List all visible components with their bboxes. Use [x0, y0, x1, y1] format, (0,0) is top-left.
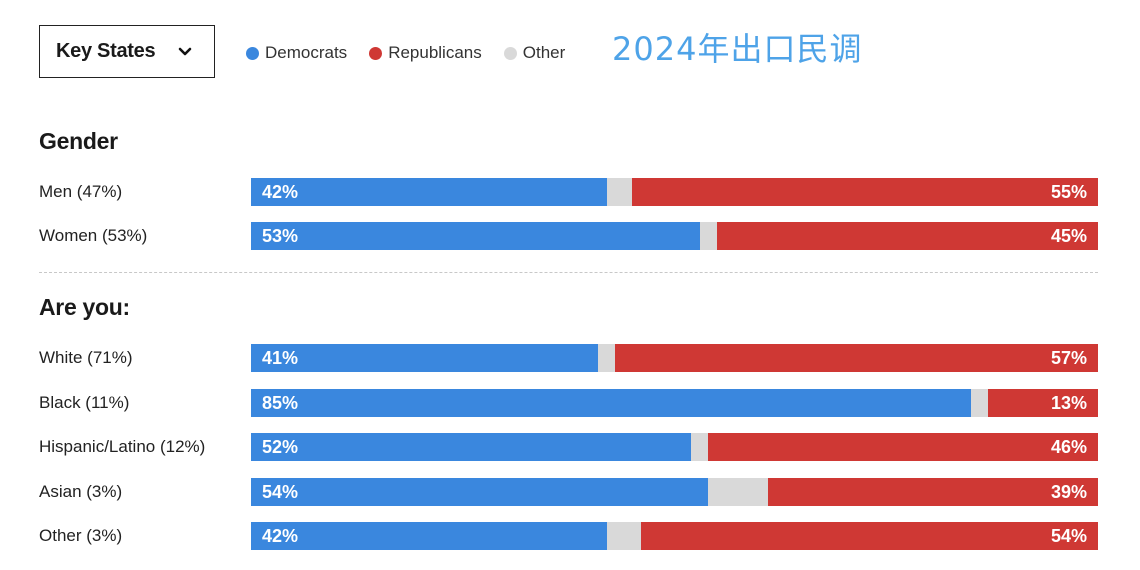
legend-label: Other [522, 43, 566, 62]
democrats-value-label: 42% [262, 182, 299, 202]
republicans-value-label: 45% [1050, 226, 1087, 246]
bar-segment-democrats: 52% [251, 433, 692, 461]
bar-segment-democrats: 85% [251, 389, 971, 417]
bar-segment-other [691, 433, 709, 461]
stacked-bar: 52% 46% [251, 433, 1098, 461]
stacked-bar: 41% 57% [251, 344, 1098, 372]
republicans-value-label: 39% [1050, 482, 1087, 502]
republicans-value-label: 57% [1050, 348, 1087, 368]
chevron-down-icon [178, 47, 192, 55]
bar-segment-other [699, 222, 717, 250]
bar-segment-democrats: 53% [251, 222, 700, 250]
bar-segment-republicans: 45% [716, 222, 1098, 250]
bar-segment-republicans: 13% [987, 389, 1098, 417]
state-selector-dropdown[interactable]: Key States [39, 25, 215, 78]
row-label: Women (53%) [39, 226, 148, 245]
section-divider [39, 272, 1098, 273]
stacked-bar: 42% 54% [251, 522, 1098, 550]
bar-segment-democrats: 54% [251, 478, 709, 506]
bar-segment-democrats: 41% [251, 344, 599, 372]
republicans-value-label: 55% [1050, 182, 1087, 202]
row-label: Black (11%) [39, 393, 130, 412]
stacked-bar: 85% 13% [251, 389, 1098, 417]
chart-title: 2024年出口民调 [612, 30, 863, 68]
bar-segment-republicans: 55% [632, 178, 1098, 206]
republicans-dot-icon [369, 46, 383, 60]
row-label: Hispanic/Latino (12%) [39, 437, 206, 456]
bar-segment-other [606, 178, 633, 206]
bar-segment-democrats: 42% [251, 522, 607, 550]
bar-segment-republicans: 39% [767, 478, 1098, 506]
legend-item-democrats: Democrats [246, 43, 347, 63]
republicans-value-label: 54% [1050, 526, 1087, 546]
stacked-bar: 54% 39% [251, 478, 1098, 506]
stacked-bar: 53% 45% [251, 222, 1098, 250]
stacked-bar: 42% 55% [251, 178, 1098, 206]
democrats-value-label: 85% [262, 393, 299, 413]
bar-segment-republicans: 46% [708, 433, 1098, 461]
row-label: Men (47%) [39, 182, 123, 201]
republicans-value-label: 46% [1050, 437, 1087, 457]
bar-segment-republicans: 54% [640, 522, 1098, 550]
bar-segment-other [708, 478, 768, 506]
legend-label: Democrats [265, 43, 348, 62]
republicans-value-label: 13% [1050, 393, 1087, 413]
legend-item-other: Other [503, 43, 566, 63]
bar-segment-other [970, 389, 988, 417]
legend: Democrats Republicans Other [246, 41, 565, 65]
democrats-dot-icon [246, 46, 259, 60]
democrats-value-label: 52% [262, 437, 299, 457]
row-label: White (71%) [39, 348, 133, 367]
democrats-value-label: 53% [262, 226, 299, 246]
bar-segment-democrats: 42% [251, 178, 607, 206]
row-label: Asian (3%) [39, 482, 123, 501]
democrats-value-label: 42% [262, 526, 299, 546]
section-heading: Are you: [39, 294, 130, 320]
section-heading: Gender [39, 128, 118, 154]
democrats-value-label: 41% [262, 348, 299, 368]
state-selector-label: Key States [56, 40, 156, 62]
bar-segment-other [598, 344, 616, 372]
bar-segment-republicans: 57% [615, 344, 1098, 372]
other-dot-icon [503, 46, 517, 60]
legend-label: Republicans [388, 43, 482, 62]
row-label: Other (3%) [39, 526, 123, 545]
democrats-value-label: 54% [262, 482, 299, 502]
bar-segment-other [606, 522, 641, 550]
legend-item-republicans: Republicans [369, 43, 482, 63]
